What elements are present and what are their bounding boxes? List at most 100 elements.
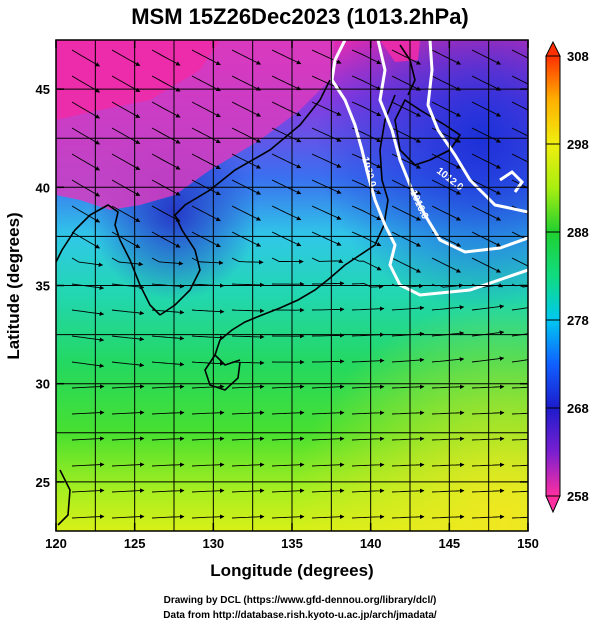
- colorbar-gradient: [545, 55, 561, 497]
- streamline: [351, 436, 385, 442]
- x-axis-label: Longitude (degrees): [210, 561, 373, 580]
- streamline: [311, 257, 344, 264]
- streamline: [351, 358, 385, 363]
- streamline: [151, 153, 181, 170]
- taiwan-coastline: [57, 469, 71, 526]
- streamline: [271, 127, 302, 143]
- streamline: [311, 462, 345, 467]
- streamline: [111, 101, 141, 119]
- streamline: [71, 514, 105, 519]
- lat-tick-label: 40: [36, 180, 50, 195]
- streamline: [511, 516, 528, 519]
- streamline: [431, 436, 465, 442]
- streamline: [431, 205, 462, 221]
- streamline: [391, 205, 422, 221]
- streamline: [311, 514, 345, 519]
- streamline: [391, 127, 422, 143]
- streamline: [271, 205, 302, 221]
- streamline: [431, 410, 465, 416]
- streamline: [311, 281, 345, 286]
- streamline: [71, 309, 105, 316]
- streamline: [351, 179, 382, 195]
- streamline: [391, 462, 425, 468]
- streamline: [311, 205, 342, 220]
- streamline: [431, 514, 465, 520]
- streamline: [351, 257, 382, 271]
- streamline: [511, 412, 528, 415]
- streamline: [191, 488, 225, 493]
- streamline: [471, 205, 502, 221]
- streamline: [511, 75, 528, 85]
- streamline: [231, 153, 262, 169]
- streamline: [151, 514, 185, 519]
- streamline: [191, 49, 221, 66]
- colorbar-tick-label: 288: [567, 225, 589, 240]
- lon-tick-label: 150: [517, 536, 539, 551]
- streamline: [471, 356, 505, 363]
- colorbar-max-arrow: [545, 40, 561, 57]
- streamline: [431, 75, 462, 91]
- streamline: [151, 335, 185, 341]
- streamline: [311, 436, 345, 441]
- streamline: [151, 410, 185, 415]
- streamline: [351, 205, 382, 221]
- streamline: [471, 410, 505, 416]
- streamline: [271, 462, 305, 467]
- streamline: [311, 179, 342, 194]
- streamline: [271, 410, 305, 415]
- streamline: [351, 514, 385, 520]
- lat-tick-label: 25: [36, 475, 50, 490]
- streamline: [351, 462, 385, 468]
- streamline: [391, 488, 425, 494]
- streamline: [151, 361, 185, 367]
- lat-tick-label: 45: [36, 82, 50, 97]
- streamline: [231, 514, 265, 519]
- streamline: [471, 153, 502, 169]
- streamline: [111, 488, 145, 493]
- streamline: [151, 436, 185, 441]
- streamline: [231, 101, 262, 117]
- streamline: [431, 384, 465, 390]
- streamline: [191, 361, 225, 366]
- streamline: [191, 410, 225, 415]
- streamline: [191, 335, 225, 340]
- streamline: [431, 357, 465, 363]
- streamline: [151, 101, 181, 118]
- streamline: [471, 127, 502, 143]
- streamline: [231, 360, 265, 366]
- streamline: [71, 462, 105, 467]
- lon-tick-label: 120: [45, 536, 67, 551]
- streamline: [231, 75, 262, 91]
- longitude-ticks: 120 125 130 135 140 145 150: [45, 40, 539, 551]
- streamline: [311, 384, 345, 389]
- streamline: [191, 231, 221, 248]
- streamline: [471, 231, 502, 247]
- streamline: [431, 305, 465, 311]
- streamline: [271, 488, 305, 493]
- streamline: [191, 436, 225, 441]
- streamline: [71, 410, 105, 415]
- streamline: [471, 101, 502, 117]
- streamline: [431, 153, 462, 169]
- streamline: [111, 361, 145, 368]
- credit-line-2: Data from http://database.rish.kyoto-u.a…: [163, 610, 437, 621]
- streamline: [111, 514, 145, 519]
- streamline: [271, 436, 305, 441]
- streamline: [471, 488, 505, 494]
- streamline: [511, 153, 528, 163]
- streamline: [391, 436, 425, 442]
- streamline: [191, 127, 221, 144]
- streamline: [191, 309, 225, 314]
- streamline: [311, 101, 342, 116]
- streamline: [511, 490, 528, 493]
- streamline: [191, 257, 224, 266]
- lon-tick-label: 135: [281, 536, 303, 551]
- streamline: [351, 231, 382, 247]
- streamline: [111, 462, 145, 467]
- streamline: [391, 410, 425, 416]
- continental-coldest-air: [56, 40, 220, 120]
- lon-tick-label: 145: [438, 536, 460, 551]
- streamline: [111, 257, 144, 267]
- streamline: [111, 205, 141, 223]
- streamline: [311, 307, 345, 312]
